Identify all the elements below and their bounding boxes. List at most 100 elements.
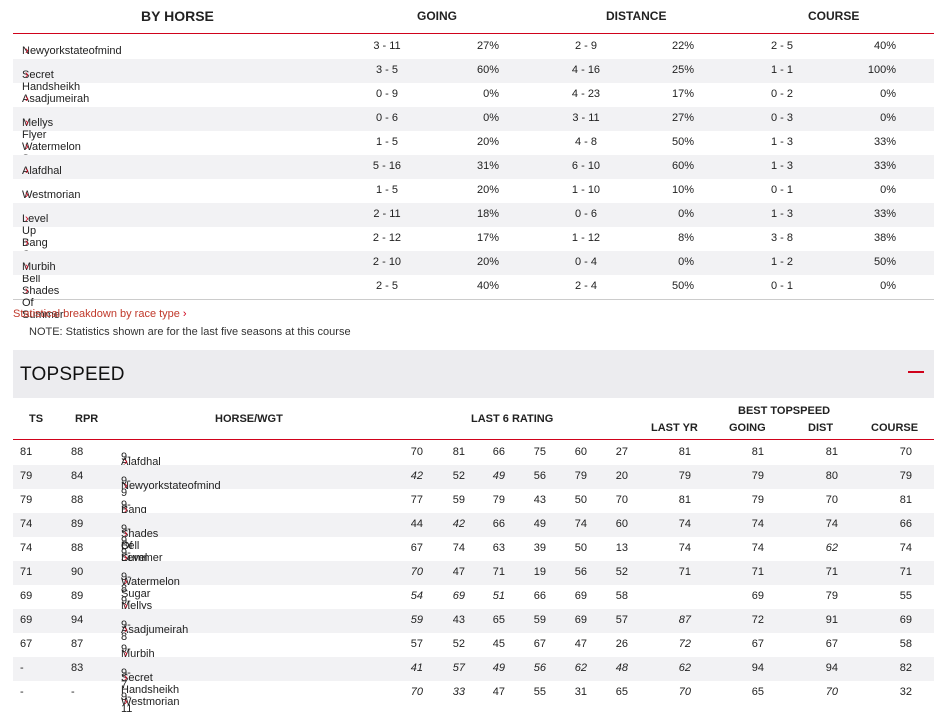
course-percent: 0% (880, 88, 896, 100)
distance-percent: 17% (671, 88, 694, 100)
rpr-value: 90 (71, 566, 84, 578)
ts-value: 69 (20, 590, 33, 602)
horse-name: Watermelon Sugar (121, 576, 180, 600)
last6-rating: 48 (615, 662, 628, 674)
horse-name: Newyorkstateofmind (22, 45, 122, 57)
last-yr-value: 74 (678, 518, 691, 530)
chevron-right-icon: › (124, 696, 128, 708)
chevron-right-icon: › (124, 600, 128, 612)
topspeed-section-header[interactable]: TOPSPEED (13, 350, 934, 398)
horse-name: Asadjumeirah (22, 93, 90, 105)
best-going-value: 79 (751, 494, 764, 506)
distance-column-header: DISTANCE (606, 9, 667, 23)
chevron-right-icon: › (25, 165, 29, 177)
last6-rating: 67 (533, 638, 546, 650)
last6-rating: 60 (574, 446, 587, 458)
last6-rating: 69 (574, 590, 587, 602)
last-yr-value: 70 (678, 686, 691, 698)
rpr-value: 87 (71, 638, 84, 650)
best-course-value: 81 (899, 494, 912, 506)
best-dist-value: 71 (825, 566, 838, 578)
last6-rating: 55 (533, 686, 546, 698)
best-dist-column-header: DIST (808, 422, 834, 434)
horse-name: Level Up (22, 213, 49, 237)
last6-rating: 81 (452, 446, 465, 458)
distance-percent: 10% (671, 184, 694, 196)
ts-value: 74 (20, 542, 33, 554)
last6-rating: 65 (615, 686, 628, 698)
breakdown-link[interactable]: Statistical breakdown by race type › (13, 308, 187, 320)
table-row: Watermelon Sugar›1 - 520%4 - 850%1 - 333… (13, 131, 934, 165)
last6-rating: 70 (410, 566, 423, 578)
by-horse-header: BY HORSE GOING DISTANCE COURSE (13, 0, 934, 34)
horse-name: Shades Of Summer (22, 285, 64, 321)
course-record: 2 - 5 (770, 40, 793, 52)
last6-rating: 66 (492, 446, 505, 458)
chevron-right-icon: › (25, 237, 29, 249)
last6-rating: 31 (574, 686, 587, 698)
chevron-right-icon: › (124, 648, 128, 660)
best-dist-value: 80 (825, 470, 838, 482)
going-percent: 20% (476, 256, 499, 268)
chevron-right-icon: › (25, 213, 29, 225)
course-record: 1 - 3 (770, 136, 793, 148)
going-record: 0 - 9 (375, 88, 398, 100)
distance-percent: 0% (678, 208, 694, 220)
going-record: 3 - 11 (373, 40, 401, 52)
best-course-value: 82 (899, 662, 912, 674)
course-percent: 50% (873, 256, 896, 268)
ts-value: - (20, 662, 24, 674)
chevron-right-icon: › (25, 261, 29, 273)
rpr-column-header: RPR (75, 413, 99, 425)
last6-rating: 50 (574, 542, 587, 554)
distance-percent: 50% (671, 136, 694, 148)
horse-name: Westmorian (22, 189, 81, 201)
topspeed-title: TOPSPEED (20, 364, 125, 385)
chevron-right-icon: › (25, 69, 29, 81)
last6-rating: 26 (615, 638, 628, 650)
last6-rating: 69 (452, 590, 465, 602)
distance-record: 2 - 4 (574, 280, 597, 292)
table-row: Murbih › 2 - 10 20% 0 - 4 0% 1 - 2 50% (13, 251, 934, 275)
horse-name: Secret Handsheikh (121, 672, 180, 696)
table-row: 74 89 Shades Of Summer › 9-9 44 42 66 49 74 60 74 7… (13, 513, 934, 564)
best-going-value: 79 (751, 470, 764, 482)
last6-rating: 52 (615, 566, 628, 578)
ts-value: 79 (20, 470, 33, 482)
rpr-value: 84 (71, 470, 84, 482)
statistics-note: NOTE: Statistics shown are for the last … (29, 326, 351, 338)
last6-rating: 59 (533, 614, 546, 626)
course-record: 1 - 2 (770, 256, 793, 268)
collapse-minus-icon[interactable] (908, 371, 924, 373)
last6-rating: 56 (533, 470, 546, 482)
course-percent: 100% (867, 64, 896, 76)
chevron-right-icon: › (25, 141, 29, 153)
horse-wgt-column-header: HORSE/WGT (215, 413, 283, 425)
last6-rating: 59 (410, 614, 423, 626)
weight-value: 9-8 (121, 571, 131, 595)
table-row: Asadjumeirah › 0 - 9 0% 4 - 23 17% 0 - 2 0% (13, 83, 934, 107)
rpr-value: 88 (71, 542, 84, 554)
last6-rating: 43 (533, 494, 546, 506)
table-row: Shades Of Summer › 2 - 5 40% 2 - 4 50% 0 - 1 0% (13, 275, 934, 321)
course-column-header: COURSE (808, 9, 860, 23)
going-percent: 18% (476, 208, 499, 220)
chevron-right-icon: › (124, 480, 128, 492)
course-percent: 38% (873, 232, 896, 244)
ts-value: 79 (20, 494, 33, 506)
table-row: - 83 Secret Handsheikh › 9-7 41 57 49 56 62 48 62 9… (13, 657, 934, 696)
going-record: 2 - 5 (375, 280, 398, 292)
best-course-column-header: COURSE (871, 422, 919, 434)
last-yr-value: 79 (678, 470, 691, 482)
last6-rating: 50 (574, 494, 587, 506)
rpr-value: 89 (71, 518, 84, 530)
last6-rating: 69 (574, 614, 587, 626)
last6-rating: 56 (574, 566, 587, 578)
last6-rating: 58 (615, 590, 628, 602)
last-yr-value: 81 (678, 494, 691, 506)
horse-name: Secret Handsheikh (22, 69, 81, 93)
by-horse-table: Newyorkstateofmind › 3 - 11 27% 2 - 9 22% 2 - … (13, 35, 934, 321)
last-yr-column-header: LAST YR (651, 422, 698, 434)
